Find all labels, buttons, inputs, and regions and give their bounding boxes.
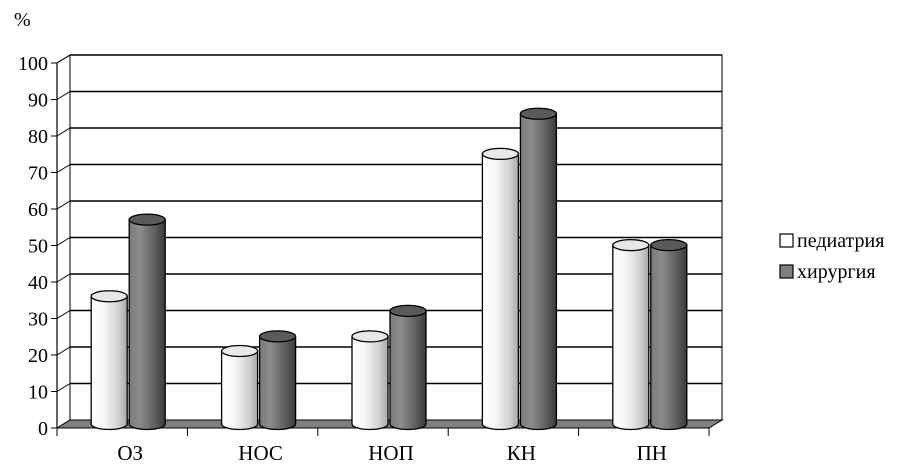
bar-top (481, 147, 520, 161)
y-tick-label: 40 (28, 272, 48, 294)
gridline-side (56, 273, 71, 283)
bar (650, 238, 688, 431)
gridline-side (56, 127, 71, 137)
bar (128, 213, 166, 431)
legend-swatch (779, 264, 794, 279)
bar-top (612, 238, 650, 252)
bar (389, 304, 427, 431)
x-category-label: ОЗ (117, 441, 143, 465)
y-tick-label: 50 (28, 236, 48, 258)
y-tick-label: 0 (38, 418, 48, 440)
bar (519, 107, 558, 431)
y-tick-label: 70 (28, 163, 48, 185)
bar-top (90, 290, 128, 303)
gridline-side (56, 310, 71, 319)
bar (90, 290, 128, 431)
legend-label: хирургия (797, 261, 876, 283)
bar-body (612, 244, 650, 431)
bars (90, 107, 688, 431)
bar-body (220, 350, 259, 431)
axis-labels: 0 10 20 30 40 50 60 70 80 90 100 ОЗ НОС НОП КН ПН (18, 53, 667, 465)
legend: педиатрия хирургия (779, 230, 884, 283)
bar-body (519, 113, 558, 431)
bar-top (650, 238, 688, 252)
bar-top (351, 330, 389, 343)
bar-body (650, 244, 688, 431)
y-tick-label: 10 (28, 382, 48, 404)
legend-swatch (779, 233, 794, 248)
bar-top (389, 304, 427, 318)
gridline-side (56, 54, 71, 64)
x-category-label: НОП (368, 441, 414, 465)
gridline-side (56, 91, 71, 100)
x-category-label: НОС (238, 441, 283, 465)
gridline-side (56, 164, 71, 173)
bar-top (220, 344, 259, 358)
bar-body (481, 153, 520, 431)
legend-label: педиатрия (797, 230, 884, 252)
y-tick-label: 20 (28, 345, 48, 367)
y-tick-label: 30 (28, 309, 48, 331)
bar (258, 330, 297, 431)
gridline-side (56, 383, 71, 392)
x-category-label: КН (507, 441, 536, 465)
bar (612, 238, 650, 431)
bar-body (389, 310, 427, 431)
y-tick-label: 90 (28, 90, 48, 112)
y-unit-label: % (14, 9, 31, 31)
gridline-side (56, 200, 71, 210)
gridline-side (56, 346, 71, 356)
bar-top (519, 107, 558, 120)
y-tick-label: 60 (28, 199, 48, 221)
bar-top (258, 330, 297, 343)
bar-body (258, 335, 297, 431)
bar (351, 330, 389, 431)
gridline-side (56, 237, 71, 246)
bar (220, 344, 259, 431)
bar-top (128, 213, 166, 226)
bar (481, 147, 520, 431)
bar-body (90, 295, 128, 431)
y-tick-label: 100 (18, 53, 48, 75)
x-category-label: ПН (637, 441, 667, 465)
bar-body (351, 335, 389, 431)
y-tick-label: 80 (28, 126, 48, 148)
bar-body (128, 218, 166, 431)
